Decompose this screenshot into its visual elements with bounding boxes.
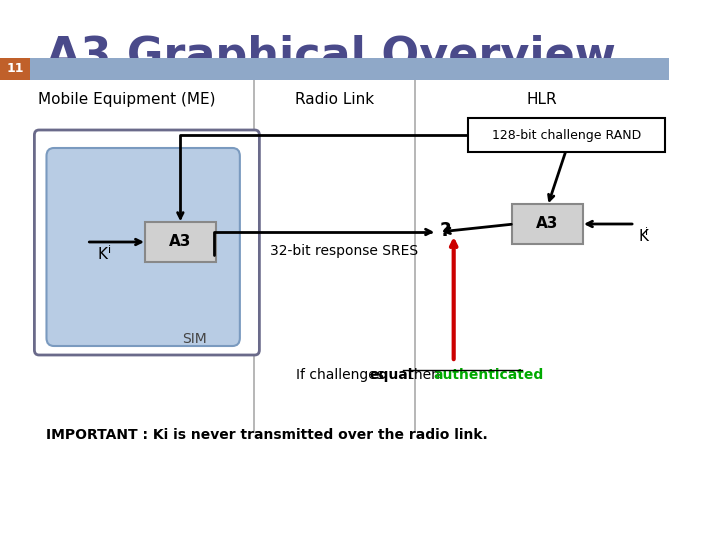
Text: equal: equal xyxy=(369,368,413,382)
Text: i: i xyxy=(645,227,648,237)
Text: then: then xyxy=(405,368,445,382)
FancyBboxPatch shape xyxy=(0,58,30,80)
FancyBboxPatch shape xyxy=(145,222,216,262)
Text: K: K xyxy=(639,229,649,244)
Text: K: K xyxy=(97,247,107,262)
Text: 128-bit challenge RAND: 128-bit challenge RAND xyxy=(492,129,641,141)
FancyBboxPatch shape xyxy=(47,148,240,346)
Text: 32-bit response SRES: 32-bit response SRES xyxy=(270,244,418,258)
Text: i: i xyxy=(108,245,111,255)
Text: A3 Graphical Overview: A3 Graphical Overview xyxy=(47,35,616,78)
Text: A3: A3 xyxy=(536,217,559,232)
Text: Mobile Equipment (ME): Mobile Equipment (ME) xyxy=(38,92,216,107)
Text: HLR: HLR xyxy=(527,92,557,107)
FancyBboxPatch shape xyxy=(512,204,583,244)
Text: A3: A3 xyxy=(169,234,192,249)
Text: ?: ? xyxy=(440,220,451,240)
Text: If challenges: If challenges xyxy=(296,368,388,382)
Bar xyxy=(30,58,670,80)
Text: Radio Link: Radio Link xyxy=(295,92,374,107)
Text: SIM: SIM xyxy=(181,332,207,346)
Text: authenticated: authenticated xyxy=(433,368,544,382)
Text: 11: 11 xyxy=(6,63,24,76)
FancyBboxPatch shape xyxy=(467,118,665,152)
Text: IMPORTANT : Ki is never transmitted over the radio link.: IMPORTANT : Ki is never transmitted over… xyxy=(47,428,488,442)
FancyBboxPatch shape xyxy=(35,130,259,355)
